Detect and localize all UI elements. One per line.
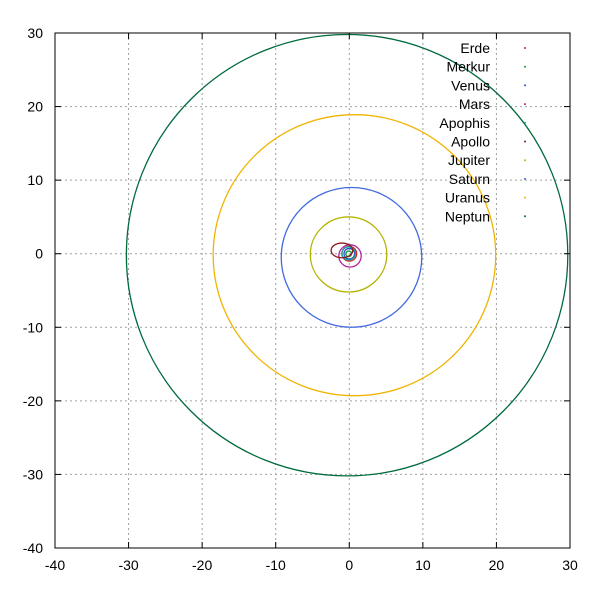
- orbit-venus: [343, 247, 356, 260]
- x-tick-label: -30: [118, 557, 138, 573]
- y-tick-label: -40: [23, 540, 43, 556]
- legend-label: Apophis: [439, 115, 490, 131]
- legend-marker: [524, 47, 526, 49]
- orbit-apophis: [341, 246, 357, 261]
- orbit-jupiter: [309, 216, 388, 293]
- legend-label: Mars: [459, 96, 490, 112]
- orbit-apollo: [330, 242, 354, 259]
- legend-label: Saturn: [449, 171, 490, 187]
- y-tick-label: 30: [27, 25, 43, 41]
- legend: Erde Merkur Venus Mars Apophis Apollo Jupiter S…: [439, 40, 526, 224]
- x-tick-label: 10: [415, 557, 431, 573]
- legend-marker: [524, 177, 526, 180]
- legend-label: Neptun: [445, 208, 490, 224]
- x-tick-label: -10: [266, 557, 286, 573]
- x-tick-label: -40: [45, 557, 65, 573]
- plot-border: [54, 32, 571, 549]
- legend-label: Merkur: [446, 59, 490, 75]
- legend-marker: [524, 159, 526, 162]
- y-tick-label: -20: [23, 393, 43, 409]
- orbit-neptun: [125, 33, 569, 477]
- legend-marker: [524, 215, 526, 218]
- y-tick-label: 0: [35, 246, 43, 262]
- legend-marker: [524, 196, 526, 199]
- grid: [55, 33, 570, 548]
- y-tick-label: 10: [27, 172, 43, 188]
- orbit-uranus: [212, 114, 497, 397]
- x-tick-label: 20: [489, 557, 505, 573]
- orbit-saturn: [280, 186, 423, 328]
- legend-label: Apollo: [451, 134, 490, 150]
- y-tick-label: 20: [27, 99, 43, 115]
- legend-label: Jupiter: [448, 152, 490, 168]
- legend-marker: [524, 121, 526, 124]
- legend-label: Uranus: [445, 190, 490, 206]
- legend-marker: [524, 65, 526, 68]
- x-tick-label: 30: [562, 557, 578, 573]
- x-tick-label: 0: [345, 557, 353, 573]
- ticks: -40 -30 -20 -10 0 10 20 30 30 20 10 0 -10 -20 -30 -40: [23, 25, 578, 573]
- y-tick-label: -10: [23, 319, 43, 335]
- legend-marker: [524, 84, 526, 87]
- legend-marker: [524, 140, 526, 143]
- legend-label: Venus: [451, 77, 490, 93]
- x-tick-label: -20: [192, 557, 212, 573]
- orbits: [125, 33, 569, 477]
- legend-marker: [524, 103, 526, 106]
- legend-label: Erde: [460, 40, 490, 56]
- y-tick-label: -30: [23, 466, 43, 482]
